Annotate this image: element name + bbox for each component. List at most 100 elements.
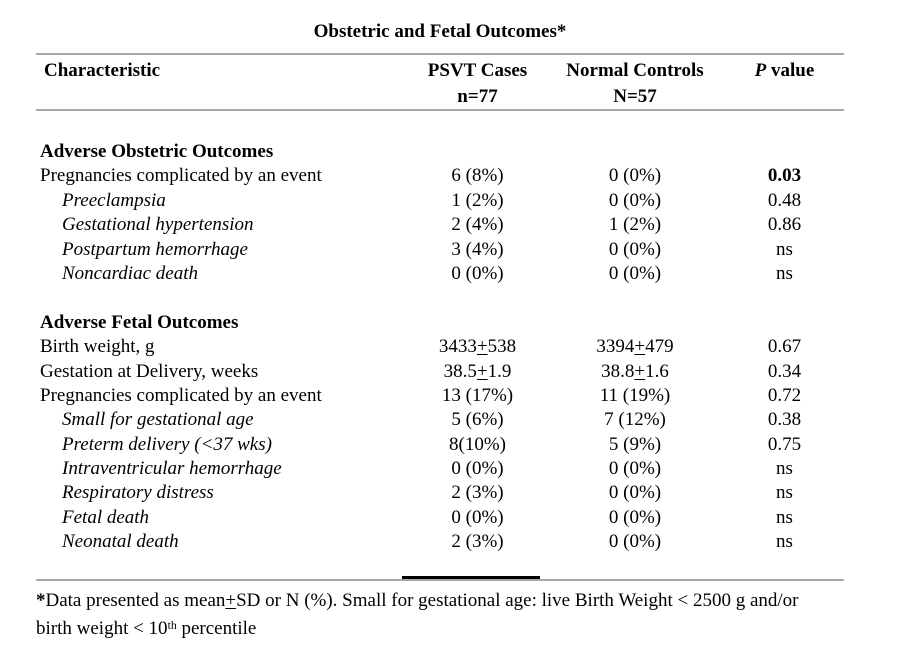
table-row: Gestational hypertension 2 (4%) 1 (2%) 0.86 xyxy=(36,213,844,237)
psvt-value: 3 (4%) xyxy=(451,238,504,260)
underlined-plus: + xyxy=(634,336,646,358)
control-value: 0 (0%) xyxy=(608,506,662,528)
table-row: Intraventricular hemorrhage 0 (0%) 0 (0%) n… xyxy=(36,457,844,481)
p-value: 0.75 xyxy=(767,433,802,455)
table-row: Pregnancies complicated by an event 13 (1… xyxy=(36,384,844,408)
control-value: 38.8+1.6 xyxy=(601,360,669,382)
table-row: Preterm delivery (<37 wks) 8(10%) 5 (9%) 0.… xyxy=(36,433,844,457)
footnote-line2-post: percentile xyxy=(176,618,257,639)
row-label: Intraventricular hemorrhage xyxy=(62,458,282,480)
table-title: Obstetric and Fetal Outcomes* xyxy=(313,21,567,42)
psvt-value: 1 (2%) xyxy=(451,189,504,211)
top-rule xyxy=(36,53,844,55)
p-value-italic-p: P xyxy=(754,60,767,81)
control-value: 0 (0%) xyxy=(608,531,662,553)
p-value: 0.03 xyxy=(767,165,802,187)
bottom-rule xyxy=(36,579,844,581)
p-value: 0.86 xyxy=(767,214,802,236)
footnote-line2-pre: birth weight < 10 xyxy=(36,618,168,639)
psvt-value xyxy=(410,311,545,335)
table-header: Characteristic PSVT Cases Normal Control… xyxy=(36,58,844,110)
header-empty-1 xyxy=(36,84,410,110)
row-label: Adverse Obstetric Outcomes xyxy=(40,141,274,162)
table-row: Fetal death 0 (0%) 0 (0%) ns xyxy=(36,506,844,530)
control-value: 7 (12%) xyxy=(604,409,666,431)
section-row: Adverse Obstetric Outcomes xyxy=(36,140,844,164)
footnote-line-2: birth weight < 10th percentile xyxy=(36,615,902,645)
row-label: Preterm delivery (<37 wks) xyxy=(62,433,272,455)
row-label: Neonatal death xyxy=(62,531,179,553)
control-value xyxy=(545,140,725,164)
psvt-value: 5 (6%) xyxy=(451,409,504,431)
table-body: Adverse Obstetric Outcomes Pregnancies co… xyxy=(36,140,844,555)
footnote-asterisk: * xyxy=(36,590,46,611)
psvt-value: 13 (17%) xyxy=(441,384,514,406)
table-row: Pregnancies complicated by an event 6 (8%… xyxy=(36,164,844,188)
header-p-value: P value xyxy=(725,58,844,84)
control-value: 0 (0%) xyxy=(608,165,662,187)
header-characteristic: Characteristic xyxy=(44,60,161,81)
psvt-value: 38.5+1.9 xyxy=(443,360,512,382)
header-n77: n=77 xyxy=(457,86,498,107)
table-row: Postpartum hemorrhage 3 (4%) 0 (0%) ns xyxy=(36,238,844,262)
control-value: 5 (9%) xyxy=(608,433,662,455)
table-row: Birth weight, g 3433+538 3394+479 0.67 xyxy=(36,335,844,359)
control-value: 0 (0%) xyxy=(608,458,662,480)
header-psvt-cases: PSVT Cases xyxy=(427,60,528,81)
underlined-plus: + xyxy=(476,336,488,358)
psvt-value: 2 (4%) xyxy=(451,214,504,236)
row-label: Respiratory distress xyxy=(62,482,214,504)
footnote-line-1: *Data presented as mean+SD or N (%). Sma… xyxy=(36,587,902,615)
table-row: Preeclampsia 1 (2%) 0 (0%) 0.48 xyxy=(36,189,844,213)
footnote-superscript-th: th xyxy=(167,618,177,632)
p-value: 0.72 xyxy=(767,384,802,406)
footnote-text: Data presented as mean+SD or N (%). Smal… xyxy=(45,590,799,611)
psvt-value: 0 (0%) xyxy=(451,458,504,480)
p-value: 0.34 xyxy=(767,360,802,382)
control-value: 0 (0%) xyxy=(608,262,662,284)
control-value: 0 (0%) xyxy=(608,238,662,260)
underlined-plus: + xyxy=(634,360,646,382)
p-value: 0.38 xyxy=(767,409,802,431)
header-n57: N=57 xyxy=(613,86,657,107)
spacer-row xyxy=(36,286,844,310)
psvt-value: 2 (3%) xyxy=(451,531,504,553)
p-value: 0.48 xyxy=(767,189,802,211)
psvt-value: 6 (8%) xyxy=(451,165,504,187)
header-rule xyxy=(36,109,844,111)
row-label: Noncardiac death xyxy=(62,262,198,284)
p-value: ns xyxy=(776,531,793,553)
control-value xyxy=(545,311,725,335)
control-value: 3394+479 xyxy=(596,336,674,358)
psvt-value: 0 (0%) xyxy=(451,262,504,284)
row-label: Preeclampsia xyxy=(62,189,166,211)
table-row: Noncardiac death 0 (0%) 0 (0%) ns xyxy=(36,262,844,286)
underlined-plus: + xyxy=(225,590,237,611)
row-label: Small for gestational age xyxy=(62,409,254,431)
control-value: 1 (2%) xyxy=(608,214,662,236)
table-row: Small for gestational age 5 (6%) 7 (12%) 0.… xyxy=(36,408,844,432)
column-underline-segment xyxy=(402,576,540,579)
psvt-value: 0 (0%) xyxy=(451,506,504,528)
psvt-value: 8(10%) xyxy=(449,433,506,455)
table-footnote: *Data presented as mean+SD or N (%). Sma… xyxy=(36,587,902,645)
p-value: ns xyxy=(776,238,793,260)
header-normal-controls: Normal Controls xyxy=(566,60,704,81)
p-value: ns xyxy=(776,506,793,528)
underlined-plus: + xyxy=(476,360,488,382)
p-value: ns xyxy=(776,262,793,284)
p-value xyxy=(725,140,844,164)
row-label: Postpartum hemorrhage xyxy=(62,238,248,260)
p-value-rest: value xyxy=(766,60,815,81)
table-row: Gestation at Delivery, weeks 38.5+1.9 38.8… xyxy=(36,360,844,384)
row-label: Pregnancies complicated by an event xyxy=(40,165,322,187)
table-row: Neonatal death 2 (3%) 0 (0%) ns xyxy=(36,530,844,554)
control-value: 0 (0%) xyxy=(608,482,662,504)
psvt-value: 3433+538 xyxy=(438,336,517,358)
p-value: ns xyxy=(776,482,793,504)
row-label: Pregnancies complicated by an event xyxy=(40,384,322,406)
psvt-value: 2 (3%) xyxy=(451,482,504,504)
row-label: Birth weight, g xyxy=(40,336,155,358)
row-label: Gestation at Delivery, weeks xyxy=(40,360,259,382)
